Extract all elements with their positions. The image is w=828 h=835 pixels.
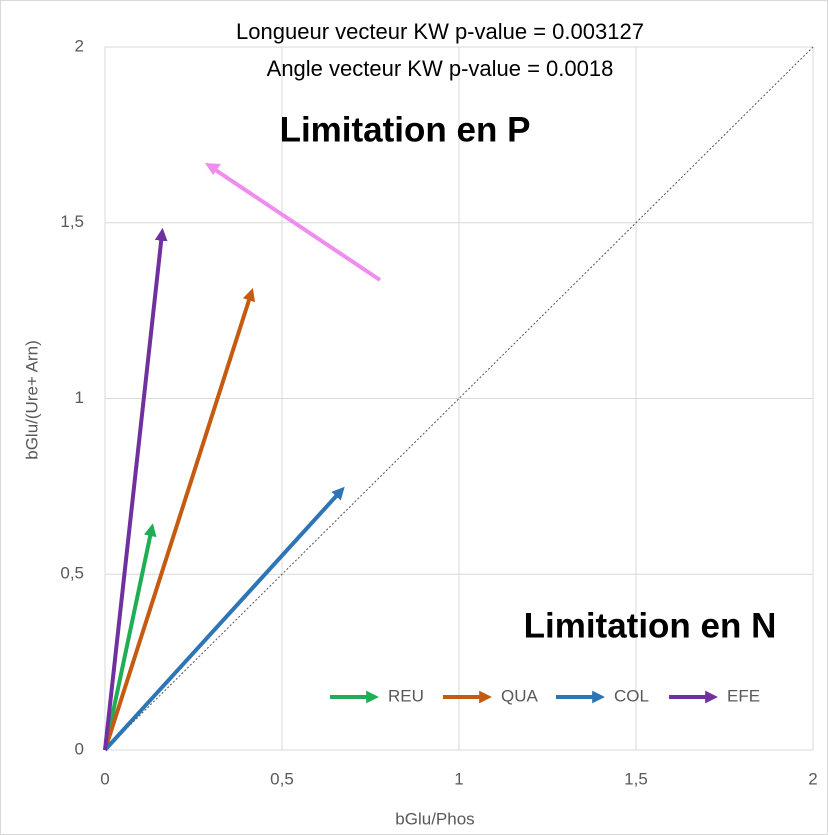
annotation: Limitation en N	[524, 606, 777, 645]
x-axis-label: bGlu/Phos	[395, 809, 474, 828]
y-tick-label: 0,5	[60, 564, 84, 583]
x-tick-label: 1,5	[624, 769, 648, 788]
x-tick-label: 0,5	[270, 769, 294, 788]
legend-label: QUA	[501, 686, 539, 705]
pink-arrow-head	[205, 163, 221, 175]
legend-label: REU	[388, 686, 424, 705]
annotation: Limitation en P	[280, 110, 531, 149]
y-tick-label: 2	[75, 36, 84, 55]
legend-label: COL	[614, 686, 649, 705]
legend-label: EFE	[727, 686, 760, 705]
x-tick-label: 2	[808, 769, 817, 788]
vector-arrow	[103, 288, 256, 751]
y-tick-label: 1	[75, 388, 84, 407]
vector-arrow	[103, 523, 157, 751]
vector-arrow	[103, 227, 168, 751]
annotation: Longueur vecteur KW p-value = 0.003127	[236, 19, 644, 44]
y-tick-label: 1,5	[60, 212, 84, 231]
x-tick-label: 1	[454, 769, 463, 788]
vector-arrow	[103, 486, 345, 752]
y-axis-label: bGlu/(Ure+ Arn)	[22, 340, 41, 460]
x-tick-label: 0	[100, 769, 109, 788]
annotation: Angle vecteur KW p-value = 0.0018	[267, 56, 614, 81]
y-tick-label: 0	[75, 739, 84, 758]
pink-arrow	[212, 167, 382, 282]
